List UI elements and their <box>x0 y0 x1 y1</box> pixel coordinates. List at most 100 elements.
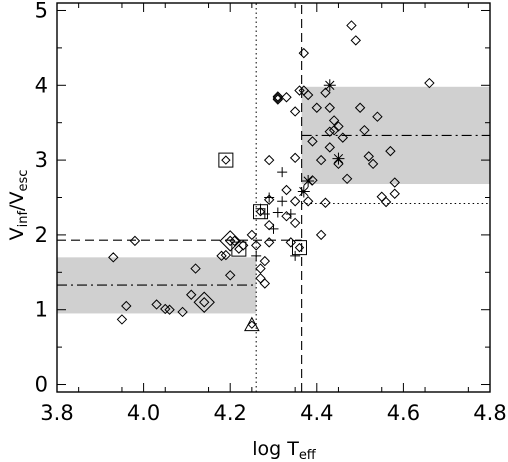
diamond-point <box>263 237 275 248</box>
diamond-point <box>328 115 340 126</box>
square-point <box>253 204 269 220</box>
diamond-point <box>376 191 387 202</box>
diamond-point <box>302 196 314 207</box>
y-tick-label: 5 <box>35 0 48 22</box>
large-diamond-point <box>193 291 215 313</box>
asterisk-point <box>332 152 345 165</box>
diamond-point <box>341 173 353 185</box>
diamond-point <box>234 244 244 254</box>
y-tick-label: 3 <box>35 148 48 172</box>
diamond-point <box>359 124 370 136</box>
x-tick-label: 4.2 <box>213 401 246 425</box>
diamond-point <box>272 94 284 105</box>
diamond-point <box>363 151 374 162</box>
diamond-point <box>259 255 271 267</box>
plus-point <box>272 207 283 218</box>
diamond-point <box>221 155 231 165</box>
diamond-point <box>224 235 236 247</box>
plus-point <box>277 167 288 178</box>
diamond-point <box>354 102 366 113</box>
diamond-point <box>294 85 305 96</box>
diamond-point <box>424 77 435 89</box>
diamond-point <box>272 91 284 102</box>
diamond-point <box>272 92 284 104</box>
x-tick-label: 4.4 <box>300 401 333 425</box>
diamond-point <box>247 320 257 329</box>
asterisk-point <box>297 185 310 198</box>
diamond-point <box>121 300 132 312</box>
diamond-point <box>151 299 162 310</box>
diamond-point <box>255 207 266 217</box>
diamond-point <box>289 106 301 117</box>
diamond-point <box>129 235 141 247</box>
x-tick-label: 4.6 <box>387 401 420 425</box>
x-axis-title: log Teff <box>252 438 317 462</box>
y-tick-labels: 0 1 2 3 4 5 <box>35 0 48 397</box>
diamond-point <box>255 263 266 274</box>
diamond-point <box>255 273 266 284</box>
diamond-point <box>281 184 292 196</box>
diamond-point <box>324 102 335 113</box>
diamond-point <box>246 229 258 241</box>
diamond-point <box>190 263 201 274</box>
asterisk-point <box>323 79 336 92</box>
diamond-point <box>281 92 292 103</box>
diamond-point <box>324 126 335 137</box>
reference-lines <box>57 3 490 392</box>
y-tick-label: 4 <box>35 73 48 97</box>
diamond-point <box>372 111 383 122</box>
data-points <box>108 20 435 332</box>
plus-point <box>268 223 279 234</box>
diamond-point <box>263 219 275 231</box>
x-tick-label: 4.0 <box>127 401 160 425</box>
diamond-point <box>263 194 275 205</box>
diamond-point <box>250 240 262 251</box>
plus-point <box>259 208 270 219</box>
plus-point <box>255 203 266 214</box>
diamond-point <box>328 124 340 136</box>
diamond-point <box>385 145 396 157</box>
x-tick-labels: 3.8 4.0 4.2 4.4 4.6 4.8 <box>40 401 506 425</box>
diamond-point <box>164 304 175 315</box>
diamond-point <box>285 237 297 248</box>
y-axis-title: Vinf/Vesc <box>6 170 31 241</box>
diamond-point <box>186 289 197 300</box>
plus-point <box>277 196 288 207</box>
diamond-point <box>350 35 361 46</box>
diamond-point <box>108 252 119 263</box>
asterisk-point <box>302 175 315 188</box>
square-point <box>218 152 234 168</box>
diamond-point <box>298 47 310 59</box>
diamond-point <box>333 158 344 170</box>
x-tick-label: 4.8 <box>473 401 506 425</box>
diamond-point <box>289 152 301 164</box>
plus-point <box>285 208 296 219</box>
y-tick-label: 0 <box>35 373 48 397</box>
diamond-point <box>263 154 275 166</box>
diamond-point <box>307 136 318 147</box>
square-point <box>231 241 247 257</box>
plus-point <box>264 192 275 203</box>
diamond-point <box>220 249 232 261</box>
diamond-point <box>320 197 331 208</box>
large-diamond-point <box>219 230 241 252</box>
diamond-point <box>380 196 392 208</box>
diamond-point <box>320 87 331 98</box>
diamond-point <box>281 210 292 222</box>
diamond-point <box>116 314 128 325</box>
diamond-point <box>177 306 188 318</box>
plus-point <box>251 250 262 261</box>
diamond-point <box>315 154 327 166</box>
diamond-point <box>199 297 210 308</box>
diamond-point <box>259 278 271 289</box>
diamond-point <box>389 177 400 188</box>
diamond-point <box>289 217 301 229</box>
diamond-point <box>311 102 323 113</box>
diamond-point <box>216 250 227 262</box>
y-tick-label: 1 <box>35 298 48 322</box>
diamond-point <box>224 270 236 281</box>
diamond-point <box>289 196 301 207</box>
diamond-point <box>294 242 305 253</box>
diamond-point <box>160 303 171 315</box>
